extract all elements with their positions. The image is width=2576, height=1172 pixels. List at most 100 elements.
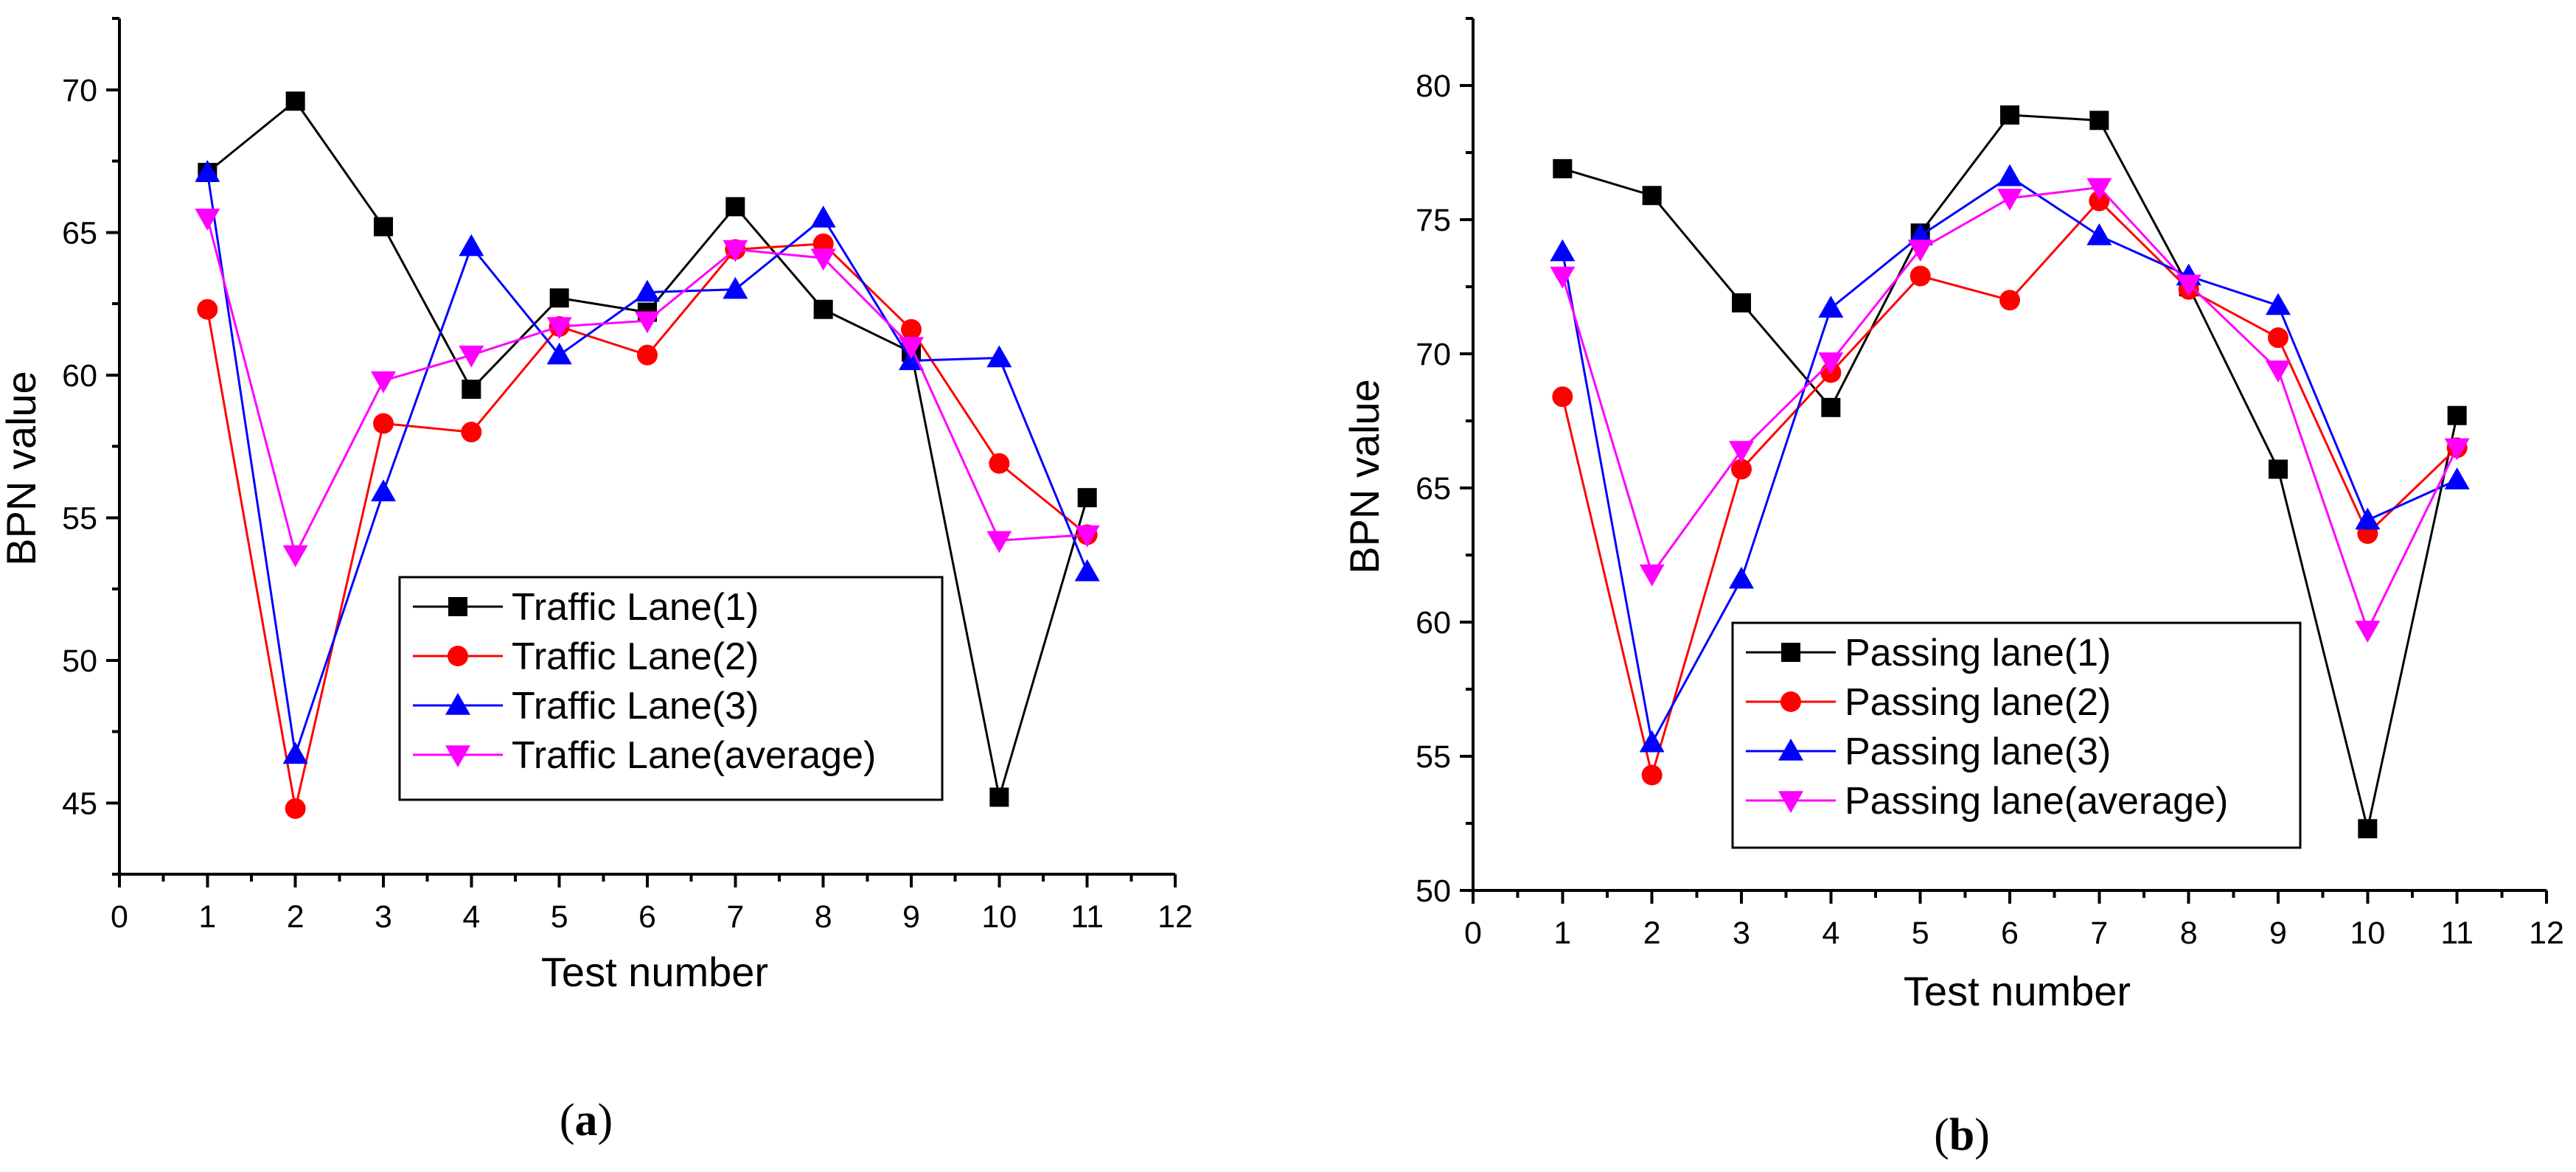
x-tick-label: 3 [375,899,392,935]
data-point [1729,441,1754,464]
data-point [2444,467,2470,489]
data-point [371,479,396,502]
x-tick-label: 4 [1822,915,1839,951]
y-tick-label: 55 [62,500,97,536]
data-point [2269,459,2288,479]
x-tick-label: 3 [1733,915,1750,951]
data-point [899,337,924,360]
y-tick-label: 75 [1416,203,1451,238]
panel-label-close: ) [598,1095,613,1145]
x-tick-label: 6 [638,899,656,935]
data-point [1074,525,1100,548]
data-point [549,288,569,308]
series-4 [195,209,1100,568]
y-tick-label: 60 [62,358,97,394]
data-point [1732,293,1751,313]
data-point [1553,158,1573,178]
legend-label: Passing lane(2) [1845,681,2111,724]
y-tick-label: 70 [62,73,97,108]
data-point [2089,190,2110,212]
x-tick-label: 0 [111,899,128,935]
data-point [813,299,833,319]
y-tick-label: 80 [1416,69,1451,104]
legend-item: Passing lane(2) [1746,681,2111,724]
data-point [1552,386,1573,408]
data-point [810,248,836,271]
data-point [462,380,481,400]
data-point [1818,296,1844,318]
data-point [2268,327,2288,349]
data-point [371,371,396,394]
data-point [901,318,922,340]
data-point [989,453,1010,474]
data-point [1550,239,1576,262]
legend-marker [448,597,467,616]
x-tick-label: 8 [2180,915,2198,951]
data-point [1997,164,2022,186]
data-point [1907,240,1933,262]
data-point [723,276,748,299]
y-tick-label: 65 [62,215,97,251]
panel-label: (a) [560,1095,613,1145]
data-point [1729,566,1754,589]
legend-marker [1781,643,1800,662]
x-axis-title: Test number [1904,968,2131,1014]
legend-item: Passing lane(average) [1746,780,2228,823]
series-3 [195,159,1100,764]
data-point [2355,621,2381,643]
data-point [2355,507,2381,530]
x-tick-label: 8 [815,899,832,935]
y-tick-label: 60 [1416,605,1451,641]
data-point [986,531,1012,554]
x-tick-label: 2 [1643,915,1661,951]
y-tick-label: 70 [1416,337,1451,372]
legend-item: Traffic Lane(3) [413,685,759,728]
x-tick-label: 7 [2090,915,2108,951]
y-tick-label: 55 [1416,739,1451,775]
legend: Passing lane(1) Passing lane(2) Passing la… [1731,621,2302,849]
data-point [1821,397,1841,417]
data-point [1641,764,1663,786]
y-tick-label: 50 [1416,873,1451,909]
data-point [2176,274,2201,297]
data-point [2089,111,2109,130]
series-line [1561,186,2459,633]
data-point [1550,266,1576,289]
panel-label-open: ( [560,1095,575,1145]
series-2 [1552,190,2468,786]
data-point [637,344,658,366]
data-point [1074,559,1100,582]
y-axis-title: BPN value [1341,379,1388,574]
panel-label: (b) [1934,1110,1990,1160]
legend-marker [448,646,468,666]
legend-box [1731,621,2302,849]
x-tick-label: 5 [1912,915,1929,951]
data-point [2086,223,2112,245]
legend: Traffic Lane(1) Traffic Lane(2) Traffic La… [398,576,944,801]
data-point [2086,178,2112,200]
data-point [546,317,572,339]
data-point [635,311,660,334]
data-point [635,279,660,302]
x-tick-label: 0 [1464,915,1482,951]
x-tick-label: 9 [902,899,920,935]
data-point [1077,488,1097,508]
data-point [1999,290,2020,311]
data-point [725,197,745,217]
x-tick-label: 11 [2440,915,2474,951]
data-point [989,787,1009,807]
data-point [899,348,924,371]
data-point [546,342,572,365]
data-point [285,798,306,819]
x-tick-label: 6 [2001,915,2019,951]
data-point [285,91,305,111]
x-tick-label: 12 [2529,915,2564,951]
data-point [374,217,393,237]
legend-label: Passing lane(1) [1845,632,2111,674]
data-point [282,545,308,568]
data-point [1818,352,1844,374]
y-axis-title: BPN value [0,371,44,566]
